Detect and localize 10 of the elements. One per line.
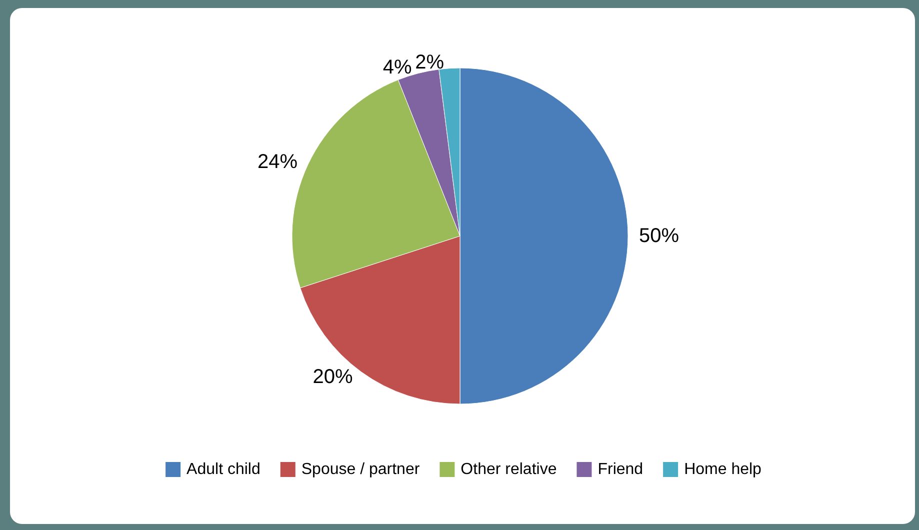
legend-label: Home help — [684, 461, 762, 478]
data-label: 50% — [639, 225, 680, 247]
data-label: 2% — [415, 51, 444, 74]
legend-label: Other relative — [460, 461, 557, 478]
legend-label: Friend — [598, 461, 644, 478]
data-label: 4% — [382, 56, 412, 78]
data-label: 20% — [312, 366, 353, 388]
data-label: 24% — [258, 150, 298, 173]
legend-label: Adult child — [186, 461, 260, 478]
legend-label: Spouse / partner — [301, 461, 420, 478]
